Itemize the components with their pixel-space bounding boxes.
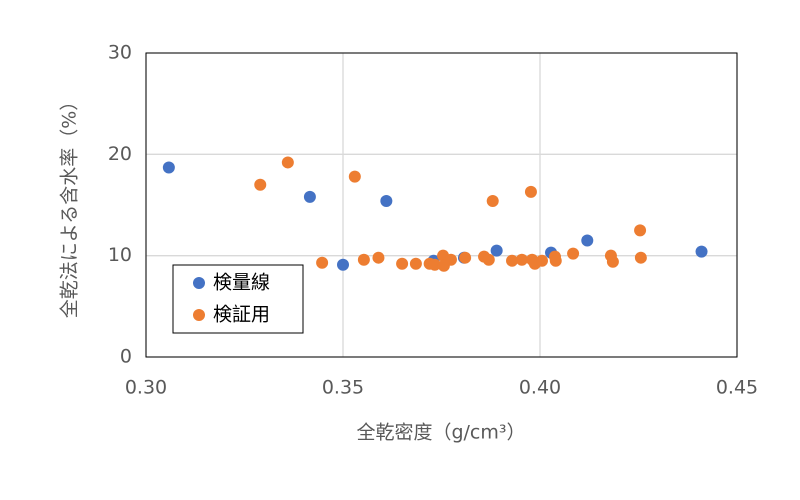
x-axis-label: 全乾密度（g/cm³）	[356, 422, 525, 444]
point	[486, 194, 499, 207]
point	[303, 190, 316, 203]
point	[482, 253, 495, 266]
x-tick-label: 0.45	[716, 377, 758, 399]
x-tick-label: 0.30	[125, 377, 167, 399]
legend-marker	[193, 309, 205, 321]
point	[316, 256, 329, 269]
point	[372, 251, 385, 264]
point	[357, 253, 370, 266]
point	[409, 257, 422, 270]
legend-label: 検証用	[213, 304, 270, 326]
plot-border	[145, 52, 738, 358]
point	[459, 251, 472, 264]
legend-marker	[193, 277, 205, 289]
point	[281, 156, 294, 169]
point	[490, 244, 503, 257]
point	[606, 255, 619, 268]
point	[549, 254, 562, 267]
y-tick-label: 10	[108, 244, 132, 266]
point	[337, 258, 349, 271]
x-tick-label: 0.35	[322, 377, 364, 399]
legend-label: 検量線	[213, 272, 270, 294]
y-tick-label: 30	[108, 42, 132, 64]
point	[581, 234, 594, 247]
point	[444, 253, 457, 266]
point	[348, 170, 361, 183]
x-tick-label: 0.40	[519, 377, 561, 399]
y-tick-label: 20	[108, 143, 132, 165]
marks	[162, 156, 708, 272]
point	[515, 253, 528, 266]
point	[634, 224, 647, 237]
point	[506, 254, 519, 267]
point	[524, 185, 537, 198]
point	[634, 251, 647, 264]
point	[396, 257, 409, 270]
y-tick-label: 0	[120, 346, 132, 368]
point	[254, 178, 267, 191]
legend-box	[172, 264, 304, 334]
point	[162, 161, 175, 174]
y-axis-label: 全乾法による含水率（%）	[59, 92, 81, 318]
point	[428, 258, 441, 271]
point	[535, 254, 548, 267]
point	[567, 247, 580, 260]
point	[380, 194, 393, 207]
point	[695, 245, 708, 258]
